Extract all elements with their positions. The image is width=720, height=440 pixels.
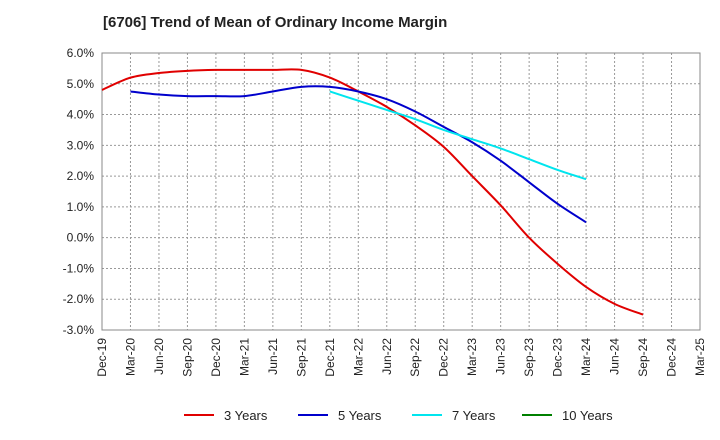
chart-title: [6706] Trend of Mean of Ordinary Income … <box>103 14 448 31</box>
x-tick-label: Jun-21 <box>266 338 280 375</box>
x-tick-label: Dec-22 <box>437 338 451 377</box>
y-tick-label: 5.0% <box>67 77 95 91</box>
series-line-5-years <box>130 85 587 224</box>
series <box>101 68 644 316</box>
x-tick-label: Jun-24 <box>608 338 622 375</box>
y-tick-label: 0.0% <box>67 231 95 245</box>
grid <box>101 52 701 331</box>
y-tick-label: 4.0% <box>67 108 95 122</box>
series-line-7-years <box>329 90 587 181</box>
y-tick-label: 2.0% <box>67 169 95 183</box>
x-tick-label: Mar-20 <box>123 338 137 376</box>
y-axis: 6.0% 5.0% 4.0% 3.0% 2.0% 1.0% 0.0% -1.0% -2.0% -3… <box>63 46 95 337</box>
legend-label-3-years: 3 Years <box>224 408 268 423</box>
y-tick-label: -1.0% <box>63 261 95 275</box>
x-tick-label: Mar-24 <box>579 338 593 376</box>
legend-label-10-years: 10 Years <box>562 408 613 423</box>
x-tick-label: Sep-24 <box>636 338 650 377</box>
x-tick-label: Dec-20 <box>209 338 223 377</box>
x-tick-label: Dec-24 <box>665 338 679 377</box>
y-tick-label: 1.0% <box>67 200 95 214</box>
x-axis: Dec-19 Mar-20 Jun-20 Sep-20 Dec-20 Mar-21 Jun-… <box>95 338 707 377</box>
x-tick-label: Sep-21 <box>294 338 308 377</box>
y-tick-label: -3.0% <box>63 323 95 337</box>
series-line-3-years <box>101 68 644 316</box>
x-tick-label: Dec-23 <box>551 338 565 377</box>
plot-border <box>101 52 701 331</box>
y-tick-label: -2.0% <box>63 292 95 306</box>
legend-label-5-years: 5 Years <box>338 408 382 423</box>
x-tick-label: Mar-21 <box>237 338 251 376</box>
x-tick-label: Mar-22 <box>351 338 365 376</box>
x-tick-label: Mar-23 <box>465 338 479 376</box>
x-tick-label: Jun-22 <box>380 338 394 375</box>
x-tick-label: Sep-20 <box>180 338 194 377</box>
x-tick-label: Jun-20 <box>152 338 166 375</box>
legend-label-7-years: 7 Years <box>452 408 496 423</box>
x-tick-label: Sep-23 <box>522 338 536 377</box>
y-tick-label: 3.0% <box>67 138 95 152</box>
x-tick-label: Mar-25 <box>693 338 707 376</box>
x-tick-label: Jun-23 <box>494 338 508 375</box>
x-tick-label: Dec-21 <box>323 338 337 377</box>
x-tick-label: Dec-19 <box>95 338 109 377</box>
legend: 3 Years 5 Years 7 Years 10 Years <box>184 408 613 423</box>
x-tick-label: Sep-22 <box>408 338 422 377</box>
y-tick-label: 6.0% <box>67 46 95 60</box>
